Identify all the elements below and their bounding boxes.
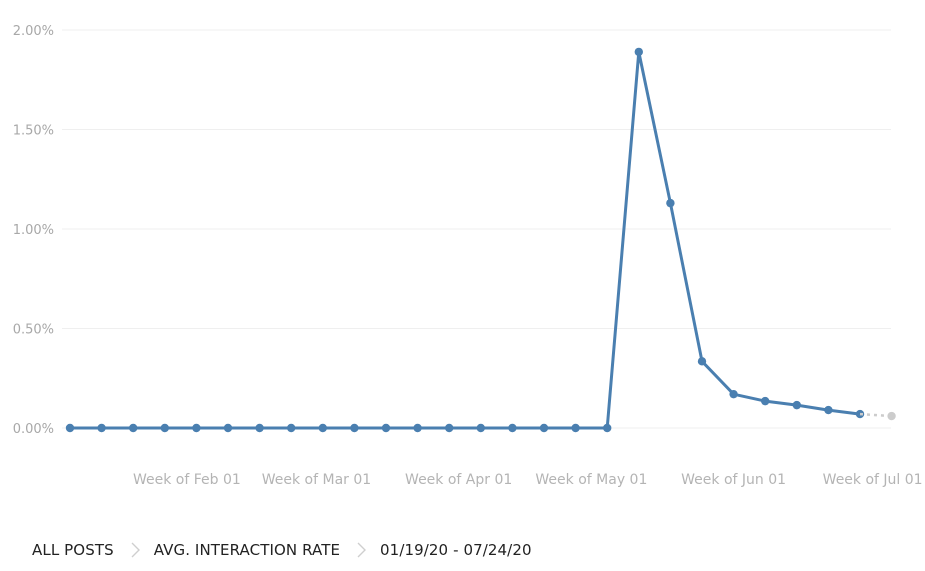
- y-tick-label: 1.00%: [13, 223, 54, 238]
- chevron-right-icon: [354, 541, 368, 559]
- breadcrumb-date-range: 01/19/20 - 07/24/20: [380, 541, 532, 559]
- breadcrumb-all-posts[interactable]: ALL POSTS: [32, 541, 114, 559]
- data-point[interactable]: [634, 47, 643, 57]
- breadcrumb-avg-interaction-rate[interactable]: AVG. INTERACTION RATE: [153, 541, 341, 559]
- data-point[interactable]: [824, 405, 833, 415]
- data-point[interactable]: [603, 423, 612, 433]
- x-tick-label: Week of Mar 01: [262, 472, 371, 488]
- data-point[interactable]: [255, 423, 264, 433]
- x-tick-label: Week of Apr 01: [405, 472, 512, 488]
- data-point[interactable]: [666, 198, 675, 208]
- x-tick-label: Week of Jun 01: [681, 472, 786, 488]
- gridlines: [62, 29, 891, 429]
- breadcrumb: ALL POSTS AVG. INTERACTION RATE 01/19/20…: [32, 538, 532, 562]
- x-tick-label: Week of Feb 01: [133, 472, 241, 488]
- x-axis-ticks: Week of Feb 01 Week of Mar 01 Week of Apr …: [133, 472, 923, 488]
- y-tick-label: 2.00%: [13, 24, 54, 39]
- data-point[interactable]: [539, 423, 549, 433]
- projected-point[interactable]: [887, 411, 896, 421]
- data-point[interactable]: [381, 423, 391, 433]
- data-point[interactable]: [192, 423, 201, 433]
- data-point[interactable]: [97, 423, 106, 433]
- projected-series-line: [859, 412, 892, 418]
- data-point[interactable]: [729, 389, 738, 399]
- data-point[interactable]: [129, 423, 138, 433]
- x-tick-label: Week of Jul 01: [823, 472, 923, 488]
- series-line: [70, 50, 861, 430]
- line-chart: 0.00% 0.50% 1.00% 1.50% 2.00% Week of Feb 01…: [13, 24, 923, 488]
- x-tick-label: Week of May 01: [535, 472, 647, 488]
- series-layer: [65, 47, 896, 433]
- data-point[interactable]: [65, 423, 75, 433]
- data-point[interactable]: [508, 423, 517, 433]
- data-point[interactable]: [318, 423, 327, 433]
- data-point[interactable]: [287, 423, 296, 433]
- data-point[interactable]: [855, 409, 865, 419]
- y-tick-label: 0.50%: [13, 323, 54, 338]
- data-point[interactable]: [476, 423, 485, 433]
- data-point[interactable]: [445, 423, 454, 433]
- data-point[interactable]: [350, 423, 359, 433]
- data-point[interactable]: [697, 357, 707, 366]
- data-point[interactable]: [413, 423, 422, 433]
- y-tick-label: 1.50%: [13, 124, 54, 139]
- y-axis-ticks: 0.00% 0.50% 1.00% 1.50% 2.00%: [13, 24, 54, 437]
- y-tick-label: 0.00%: [13, 422, 54, 437]
- data-point[interactable]: [571, 423, 580, 433]
- data-point[interactable]: [792, 400, 801, 410]
- chevron-right-icon: [128, 541, 142, 559]
- data-point[interactable]: [223, 423, 233, 433]
- data-point[interactable]: [761, 396, 770, 406]
- data-point[interactable]: [160, 423, 169, 433]
